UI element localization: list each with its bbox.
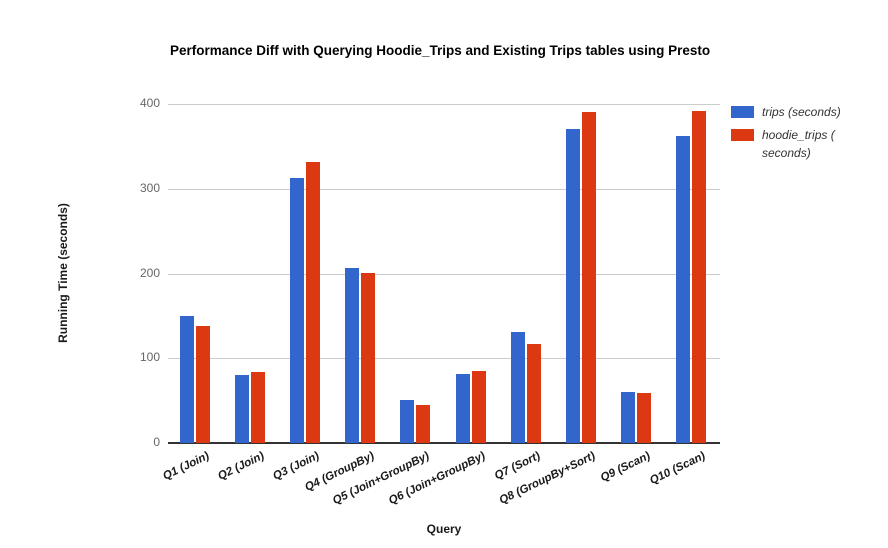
bar-q6-trips[interactable] — [455, 374, 470, 443]
bar-q6-hoodie-trips[interactable] — [471, 370, 486, 443]
bar-q10-hoodie-trips[interactable] — [692, 110, 707, 443]
x-axis-title: Query — [426, 522, 462, 536]
bar-q5-hoodie-trips[interactable] — [416, 404, 431, 443]
gridline-100 — [168, 358, 720, 360]
legend-label: trips (seconds) — [762, 105, 841, 119]
x-axis-labels: Q1 (Join) Q2 (Join) Q3 (Join) Q4 (GroupBy) Q… — [161, 450, 720, 507]
bar-q1-trips[interactable] — [179, 315, 194, 443]
y-tick-label-300: 300 — [139, 180, 160, 195]
bar-q4-trips[interactable] — [345, 267, 360, 443]
bar-q3-trips[interactable] — [290, 177, 304, 443]
legend-label: hoodie_trips (seconds) — [762, 128, 835, 160]
legend-item-trips: trips (seconds) — [731, 103, 841, 121]
bar-q9-trips[interactable] — [621, 392, 636, 443]
y-tick-label-400: 400 — [139, 96, 160, 110]
legend-item-hoodie-trips: hoodie_trips (seconds) — [731, 126, 841, 162]
x-axis-line — [168, 442, 720, 444]
bar-q2-hoodie-trips[interactable] — [250, 371, 265, 443]
y-axis-title: Running Time (seconds) — [56, 203, 70, 343]
chart-title: Performance Diff with Querying Hoodie_Tr… — [170, 43, 711, 58]
bar-q9-hoodie-trips[interactable] — [637, 393, 652, 443]
gridline-300 — [168, 188, 720, 190]
bar-q7-hoodie-trips[interactable] — [526, 343, 541, 443]
gridline-200 — [168, 273, 720, 275]
bar-q8-hoodie-trips[interactable] — [582, 112, 596, 443]
legend-swatch-icon — [731, 129, 754, 141]
bar-q2-trips[interactable] — [234, 375, 249, 443]
bar-q7-trips[interactable] — [510, 331, 525, 443]
y-tick-label-0: 0 — [153, 435, 160, 449]
bar-q4-hoodie-trips[interactable] — [361, 272, 376, 443]
bar-q3-hoodie-trips[interactable] — [306, 161, 320, 443]
bar-q10-trips[interactable] — [676, 136, 691, 443]
plot-area — [168, 104, 720, 444]
bar-q5-trips[interactable] — [400, 399, 415, 443]
y-tick-label-200: 200 — [139, 265, 160, 280]
legend-swatch-icon — [731, 106, 754, 118]
legend: trips (seconds) hoodie_trips (seconds) — [731, 103, 841, 167]
gridline-400 — [168, 104, 720, 105]
bar-q1-hoodie-trips[interactable] — [195, 326, 210, 443]
y-tick-label-100: 100 — [139, 350, 160, 365]
bar-q8-trips[interactable] — [566, 129, 580, 443]
